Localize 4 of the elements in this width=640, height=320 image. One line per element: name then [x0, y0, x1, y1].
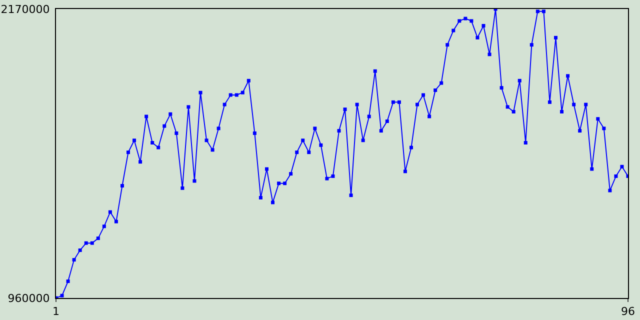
- x-tick-label: 96: [621, 305, 635, 318]
- x-tick-label: 1: [52, 305, 60, 318]
- y-tick-label: 2170000: [0, 2, 50, 16]
- y-tick-label: 960000: [8, 292, 50, 305]
